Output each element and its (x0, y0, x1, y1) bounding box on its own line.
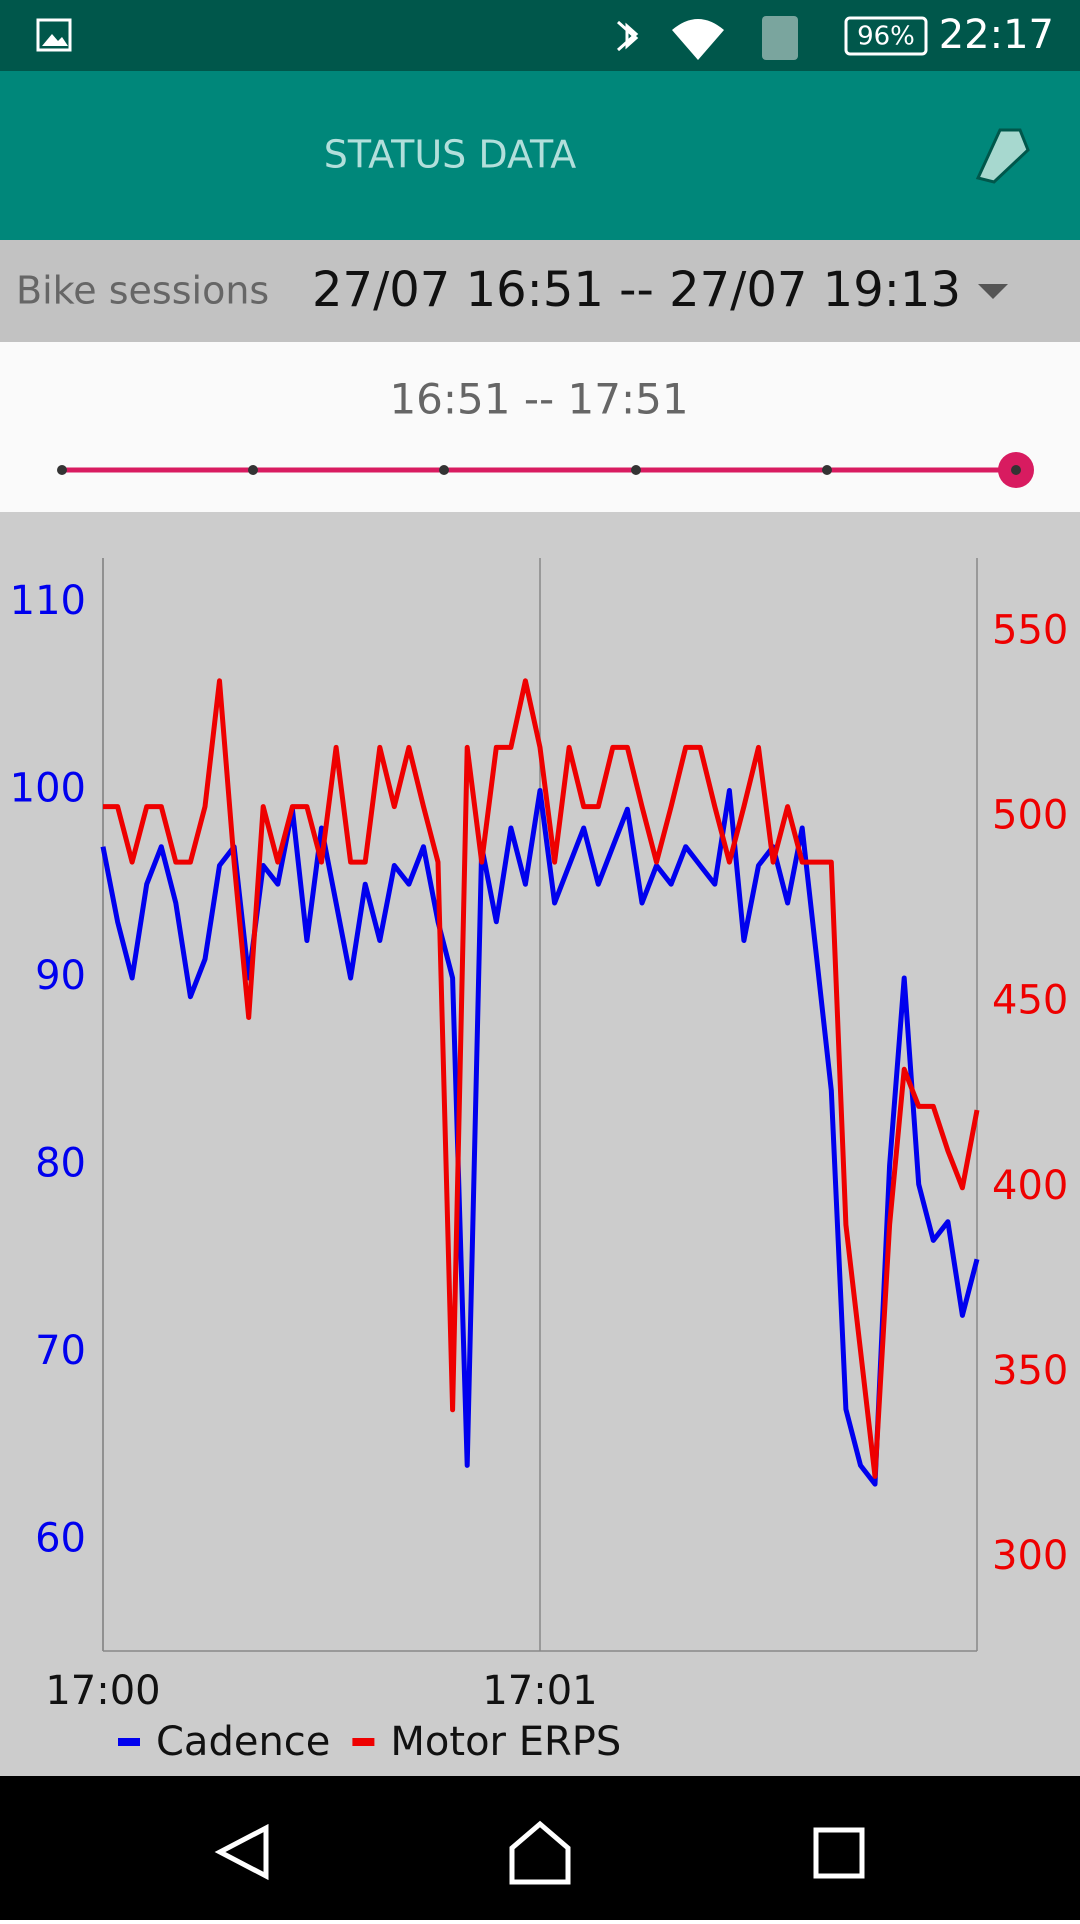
slider-step (248, 465, 258, 475)
slider-step (57, 465, 67, 475)
app-bar (0, 71, 1080, 240)
slider-step (631, 465, 641, 475)
dropdown-arrow[interactable] (978, 284, 1008, 299)
chart: 60 70 80 90 100 110 300 350 400 450 500 550 17:00 17:… (10, 558, 1068, 1765)
edit-icon[interactable] (975, 128, 1030, 184)
legend-swatch (352, 1738, 375, 1746)
y-tick-label: 60 (35, 1515, 86, 1561)
y2-tick-label: 550 (992, 608, 1068, 654)
range-panel (0, 342, 1080, 512)
session-value[interactable]: 27/07 16:51 -- 27/07 19:13 (312, 262, 961, 318)
battery-level: 96% (857, 22, 915, 52)
session-bar (0, 240, 1080, 342)
series-line (100, 788, 980, 1487)
legend-label: Motor ERPS (390, 1719, 621, 1765)
session-label: Bike sessions (16, 269, 269, 313)
wifi-icon (672, 19, 724, 60)
slider-step (439, 465, 449, 475)
bluetooth-icon (617, 20, 639, 52)
y2-tick-label: 350 (992, 1348, 1068, 1394)
y2-tick-label: 300 (992, 1533, 1068, 1579)
series-line (103, 678, 980, 1479)
battery-icon (844, 16, 928, 56)
y2-tick-label: 450 (992, 978, 1068, 1024)
y-tick-label: 70 (35, 1328, 86, 1374)
slider-step (822, 465, 832, 475)
legend-label: Cadence (156, 1719, 330, 1765)
y-tick-label: 110 (10, 578, 86, 624)
y-tick-label: 100 (10, 765, 86, 811)
gallery-icon-mountain (42, 34, 68, 46)
y2-tick-label: 400 (992, 1163, 1068, 1209)
app-title: STATUS DATA (324, 133, 577, 177)
range-text: 16:51 -- 17:51 (389, 375, 688, 424)
clock: 22:17 (939, 12, 1054, 58)
status-bar (0, 0, 1080, 71)
x-tick-label: 17:00 (45, 1668, 160, 1714)
back-button[interactable] (214, 1823, 269, 1881)
nav-bar (0, 1776, 1080, 1920)
session-dropdown[interactable]: 27/07 16:51 -- 27/07 19:13 (312, 262, 1008, 318)
recents-button[interactable] (813, 1827, 865, 1879)
slider-thumb-dot (1011, 465, 1021, 475)
y-tick-label: 90 (35, 953, 86, 999)
x-tick-label: 17:01 (482, 1668, 597, 1714)
y2-tick-label: 500 (992, 793, 1068, 839)
y-tick-label: 80 (35, 1140, 86, 1186)
sim-icon (762, 16, 798, 60)
edit-button[interactable] (975, 128, 1030, 184)
legend-swatch (118, 1738, 140, 1746)
gallery-icon (36, 18, 72, 52)
home-button[interactable] (509, 1820, 571, 1885)
